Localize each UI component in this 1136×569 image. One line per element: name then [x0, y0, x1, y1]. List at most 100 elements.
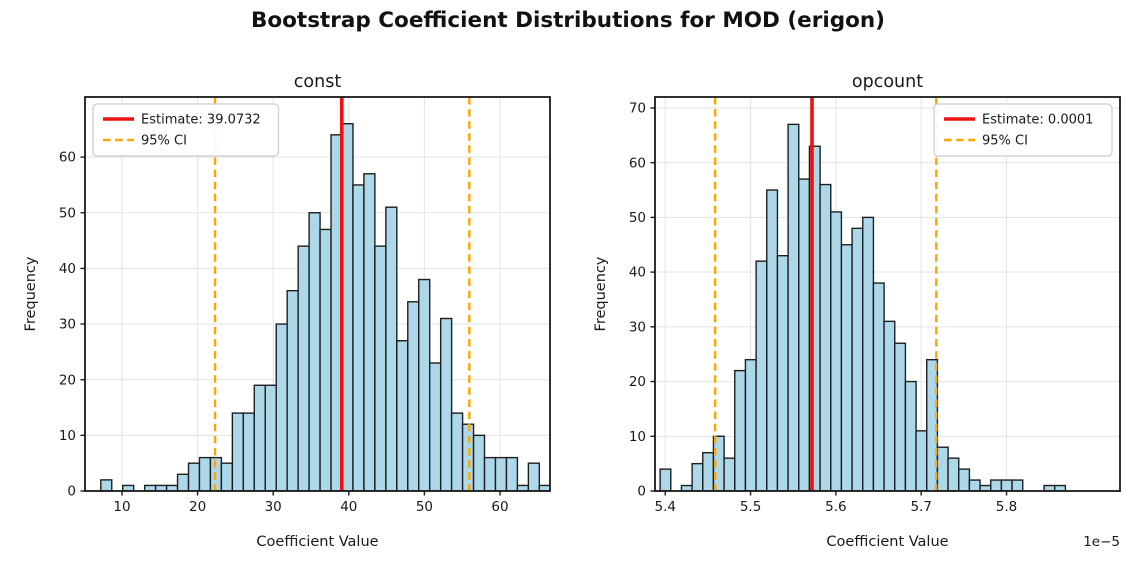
axes-spines — [84, 96, 551, 492]
histogram-bar — [286, 289, 299, 491]
axes-spines — [654, 96, 1121, 492]
legend-ci-label: 95% CI — [982, 133, 1028, 148]
histogram-bar — [122, 484, 135, 491]
histogram-bar — [958, 468, 971, 491]
histogram-bar — [187, 462, 201, 491]
y-tick-label: 50 — [59, 205, 76, 221]
y-tick-label: 60 — [629, 155, 646, 171]
y-tick-label: 30 — [629, 319, 646, 335]
histogram-bar — [659, 468, 672, 491]
histogram-bar — [505, 456, 519, 491]
histogram-bar — [538, 484, 550, 491]
x-tick-label: 50 — [416, 499, 433, 515]
histogram-bar — [198, 456, 212, 491]
bars-group — [659, 123, 1067, 491]
histogram-bar — [691, 462, 704, 491]
x-tick-label: 5.5 — [740, 499, 761, 515]
histogram-bar — [744, 358, 757, 491]
legend-box — [92, 103, 280, 157]
histogram-bar — [220, 462, 234, 491]
histogram-bar — [483, 456, 497, 491]
histogram-bar — [319, 228, 332, 491]
histogram-bar — [755, 260, 768, 491]
histogram-bar — [894, 342, 907, 491]
histogram-bar — [1011, 479, 1024, 491]
histogram-bar — [734, 369, 747, 491]
x-tick-label: 20 — [189, 499, 206, 515]
y-tick-label: 10 — [629, 429, 646, 445]
histogram-bar — [341, 123, 354, 491]
histogram-bar — [947, 457, 960, 491]
subplot-title: const — [294, 72, 342, 92]
y-tick-label: 0 — [637, 484, 646, 500]
histogram-bar — [915, 430, 928, 491]
x-tick-label: 30 — [265, 499, 282, 515]
histogram-bar — [936, 446, 949, 491]
histogram-bar — [798, 178, 811, 491]
y-tick-label: 0 — [67, 484, 76, 500]
histogram-bar — [527, 462, 541, 491]
y-tick-label: 20 — [629, 374, 646, 390]
histogram-bar — [702, 451, 715, 491]
subplot-title: opcount — [852, 72, 923, 92]
histogram-bar — [883, 320, 896, 491]
histogram-bar — [297, 245, 310, 491]
y-tick-label: 60 — [59, 150, 76, 166]
y-axis-label: Frequency — [23, 256, 39, 331]
y-tick-label: 50 — [629, 210, 646, 226]
histogram-bar — [176, 473, 190, 491]
bars-group — [100, 123, 550, 491]
histogram-bar — [264, 384, 277, 491]
histogram-bar — [766, 189, 779, 491]
histogram-bar — [819, 183, 832, 491]
x-tick-label: 60 — [491, 499, 508, 515]
x-tick-label: 5.6 — [825, 499, 846, 515]
x-tick-label: 10 — [113, 499, 130, 515]
histogram-bar — [100, 479, 113, 491]
x-axis-label: Coefficient Value — [256, 534, 378, 550]
legend-estimate-label: Estimate: 39.0732 — [141, 112, 261, 127]
histogram-bar — [872, 282, 885, 491]
x-tick-label: 5.4 — [654, 499, 675, 515]
y-tick-label: 40 — [629, 265, 646, 281]
histogram-bar — [494, 456, 508, 491]
histogram-bar — [308, 212, 321, 491]
histogram-bar — [776, 254, 789, 491]
histogram-bar — [352, 184, 365, 491]
histogram-bar — [787, 123, 800, 491]
histogram-bar — [904, 380, 917, 491]
histogram-bar — [275, 323, 288, 491]
histogram-bar — [461, 423, 475, 491]
histogram-bar — [1000, 479, 1013, 491]
legend-ci-label: 95% CI — [141, 133, 187, 148]
histogram-bar — [472, 434, 486, 491]
histogram-bar — [242, 412, 255, 491]
figure-title: Bootstrap Coefficient Distributions for … — [251, 8, 885, 33]
histogram-bar — [862, 216, 875, 491]
histogram-bar — [407, 301, 420, 491]
histogram-bar — [396, 340, 409, 491]
histogram-bar — [450, 412, 464, 491]
histogram-bar — [830, 211, 843, 491]
histogram-bar — [990, 479, 1003, 491]
histogram-bar — [968, 479, 981, 491]
y-tick-label: 70 — [629, 101, 646, 117]
histogram-bar — [385, 206, 398, 491]
y-tick-label: 30 — [59, 317, 76, 333]
y-tick-label: 20 — [59, 372, 76, 388]
histogram-bar — [374, 245, 387, 491]
histogram-bar — [851, 227, 864, 491]
histogram-bar — [418, 278, 431, 491]
axis-offset-label: 1e−5 — [1083, 534, 1120, 550]
histogram-bar — [363, 173, 376, 491]
y-tick-label: 40 — [59, 261, 76, 277]
x-tick-label: 40 — [340, 499, 357, 515]
y-axis-label: Frequency — [593, 256, 609, 331]
x-tick-label: 5.8 — [996, 499, 1017, 515]
histogram-bar — [840, 244, 853, 491]
histogram-bar — [439, 317, 453, 491]
x-axis-label: Coefficient Value — [826, 534, 948, 550]
y-tick-label: 10 — [59, 428, 76, 444]
